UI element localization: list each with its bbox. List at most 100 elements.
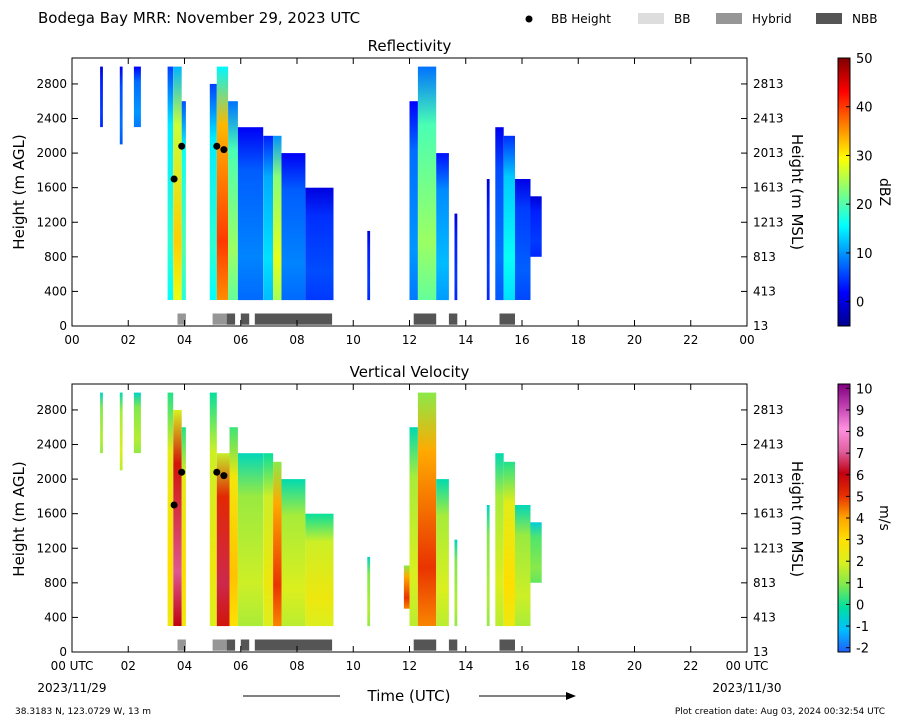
reflectivity-echo-region [216, 66, 229, 300]
reflectivity-x-tick-label: 08 [289, 333, 304, 347]
legend-bb-swatch [638, 13, 664, 24]
velocity-y-tick-label-right: 413 [753, 610, 776, 624]
velocity-echo-region [209, 392, 217, 626]
velocity-bb-height-point [213, 468, 221, 476]
velocity-colorbar-tick-label: 2 [856, 555, 864, 570]
velocity-colorbar-tick-label: 10 [856, 382, 873, 397]
velocity-echo-region [119, 392, 123, 471]
reflectivity-colorbar-tick-label: 20 [856, 198, 873, 213]
reflectivity-colorbar-tick-label: 10 [856, 247, 873, 262]
reflectivity-colorbar-tick-label: 0 [856, 296, 864, 311]
reflectivity-echo-region [454, 213, 458, 301]
reflectivity-bb-type-segment [448, 313, 458, 325]
velocity-ylabel-right: Height (m MSL) [788, 461, 806, 577]
reflectivity-y-tick-label: 0 [59, 319, 67, 333]
velocity-echo-region [530, 522, 542, 583]
reflectivity-y-tick-label-right: 13 [753, 319, 768, 333]
velocity-y-tick-label: 0 [59, 645, 67, 659]
velocity-y-tick-label: 400 [44, 610, 67, 624]
date-right: 2023/11/30 [712, 681, 781, 695]
reflectivity-colorbar-tick-label: 40 [856, 101, 873, 116]
velocity-x-tick-label: 18 [571, 659, 586, 673]
velocity-x-tick-label: 16 [514, 659, 529, 673]
reflectivity-y-tick-label-right: 1213 [753, 215, 784, 229]
reflectivity-bb-type-segment [212, 313, 227, 325]
reflectivity-y-tick-label: 400 [44, 284, 67, 298]
velocity-echo-region [100, 392, 103, 454]
reflectivity-x-tick-label: 20 [627, 333, 642, 347]
velocity-bb-height-point [220, 472, 228, 480]
reflectivity-bb-height-point [213, 142, 221, 150]
velocity-colorbar-tick-label: -1 [856, 620, 869, 635]
reflectivity-echo-region [495, 127, 504, 301]
reflectivity-y-tick-label-right: 1613 [753, 181, 784, 195]
velocity-y-tick-label-right: 13 [753, 645, 768, 659]
velocity-colorbar-tick-label: 9 [856, 404, 864, 419]
creation-date-text: Plot creation date: Aug 03, 2024 00:32:5… [675, 707, 885, 717]
legend-bb-height-label: BB Height [551, 12, 611, 26]
reflectivity-echo-region [209, 83, 217, 301]
reflectivity-bb-type-segment [226, 313, 236, 325]
velocity-y-tick-label: 800 [44, 576, 67, 590]
velocity-bb-type-bar [177, 639, 515, 651]
reflectivity-y-tick-label: 2000 [36, 146, 67, 160]
reflectivity-x-tick-label: 22 [683, 333, 698, 347]
velocity-echo-region [503, 461, 515, 627]
velocity-echo-region [237, 453, 264, 627]
reflectivity-y-tick-label: 800 [44, 250, 67, 264]
velocity-echo-layer [100, 392, 542, 627]
reflectivity-echo-region [173, 66, 182, 300]
reflectivity-bb-height-points [170, 142, 228, 183]
velocity-colorbar-tick-label: -2 [856, 642, 869, 657]
velocity-x-tick-label: 12 [402, 659, 417, 673]
reflectivity-y-tick-label: 2800 [36, 77, 67, 91]
reflectivity-x-tick-label: 04 [177, 333, 192, 347]
reflectivity-echo-region [181, 101, 186, 300]
reflectivity-echo-region [167, 66, 174, 300]
velocity-colorbar-tick-label: 8 [856, 426, 864, 441]
velocity-colorbar-label: m/s [876, 505, 892, 531]
reflectivity-echo-region [100, 66, 103, 128]
reflectivity-echo-region [228, 101, 238, 300]
reflectivity-bb-type-segment [499, 313, 515, 325]
velocity-echo-region [417, 392, 437, 626]
reflectivity-colorbar-tick-label: 50 [856, 52, 873, 67]
velocity-colorbar-tick-label: 1 [856, 577, 864, 592]
velocity-echo-region [281, 479, 306, 627]
reflectivity-bb-height-point [220, 146, 228, 154]
velocity-colorbar-tick-label: 4 [856, 512, 864, 527]
reflectivity-x-tick-label: 10 [346, 333, 361, 347]
date-left: 2023/11/29 [37, 681, 106, 695]
reflectivity-x-tick-label: 06 [233, 333, 248, 347]
reflectivity-bb-type-bar [177, 313, 515, 325]
reflectivity-bb-type-segment [240, 313, 250, 325]
velocity-colorbar-tick-label: 7 [856, 447, 864, 462]
velocity-x-tick-label: 04 [177, 659, 192, 673]
velocity-bb-height-point [178, 468, 186, 476]
velocity-x-tick-label: 14 [458, 659, 473, 673]
reflectivity-y-tick-label-right: 413 [753, 284, 776, 298]
reflectivity-panel: Reflectivity Height (m AGL) Height (m MS… [10, 37, 892, 347]
velocity-y-tick-label-right: 2013 [753, 472, 784, 486]
velocity-echo-region [167, 392, 174, 626]
velocity-bb-type-segment [212, 639, 227, 651]
velocity-echo-region [263, 453, 274, 627]
velocity-echo-region [515, 505, 531, 626]
velocity-echo-region [486, 505, 490, 626]
reflectivity-y-tick-label-right: 813 [753, 250, 776, 264]
velocity-x-tick-label: 00 UTC [51, 659, 94, 673]
reflectivity-x-tick-label: 02 [121, 333, 136, 347]
velocity-bb-type-segment [448, 639, 458, 651]
velocity-echo-region [454, 539, 458, 627]
velocity-colorbar-tick-label: 6 [856, 469, 864, 484]
velocity-y-tick-label: 1200 [36, 541, 67, 555]
reflectivity-echo-layer [100, 66, 542, 301]
reflectivity-y-tick-label-right: 2413 [753, 112, 784, 126]
velocity-x-tick-label: 10 [346, 659, 361, 673]
reflectivity-echo-region [409, 101, 418, 300]
legend-nbb-swatch [816, 13, 842, 24]
reflectivity-bb-type-segment [177, 313, 186, 325]
